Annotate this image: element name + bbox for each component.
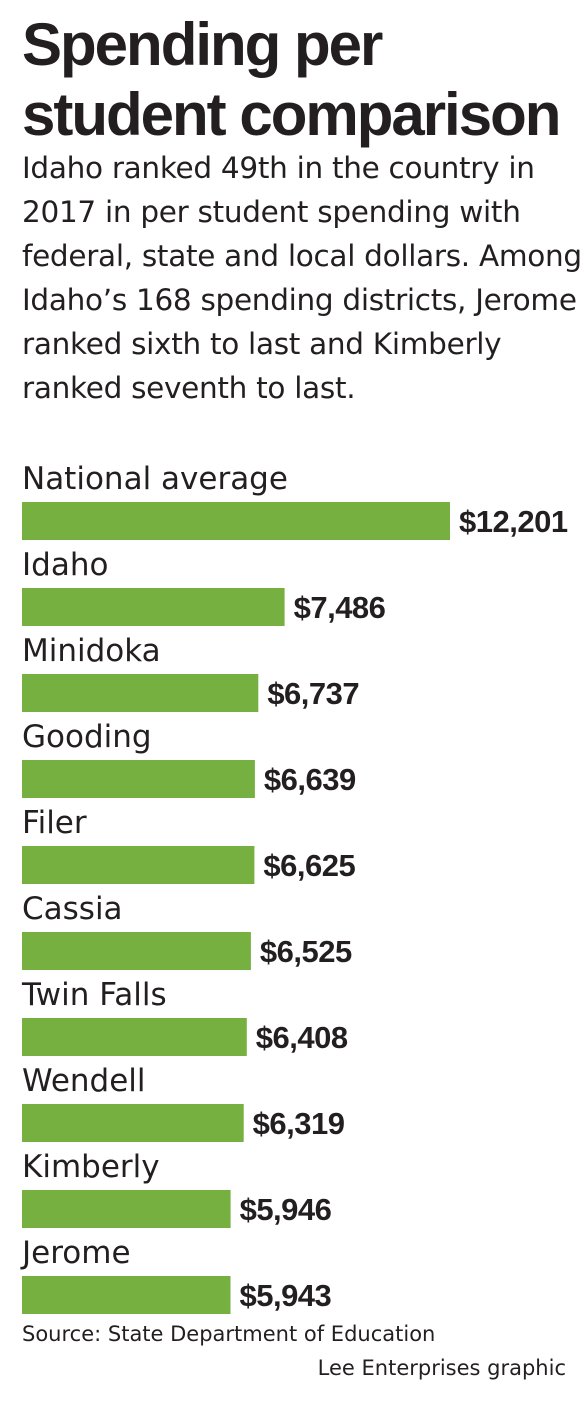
value-label-national-average: $12,201	[459, 504, 568, 539]
category-label-twin-falls: Twin Falls	[21, 977, 167, 1013]
category-label-gooding: Gooding	[22, 719, 152, 755]
bar-filer	[22, 846, 255, 884]
category-label-wendell: Wendell	[22, 1063, 146, 1099]
bar-wendell	[22, 1104, 244, 1142]
bar-minidoka	[22, 674, 259, 712]
value-label-idaho: $7,486	[294, 590, 386, 625]
category-label-minidoka: Minidoka	[22, 633, 161, 669]
bar-twin-falls	[22, 1018, 247, 1056]
bar-idaho	[22, 588, 285, 626]
value-label-wendell: $6,319	[253, 1106, 345, 1141]
value-label-twin-falls: $6,408	[256, 1020, 348, 1055]
graphic-credit: Lee Enterprises graphic	[317, 1356, 566, 1380]
category-label-idaho: Idaho	[22, 547, 108, 583]
value-label-filer: $6,625	[263, 848, 355, 883]
category-label-national-average: National average	[22, 461, 288, 497]
value-label-minidoka: $6,737	[267, 676, 359, 711]
chart-subtitle: Idaho ranked 49th in the country in 2017…	[22, 151, 582, 405]
value-label-gooding: $6,639	[264, 762, 356, 797]
bar-jerome	[22, 1276, 231, 1314]
value-label-kimberly: $5,946	[240, 1192, 332, 1227]
category-label-kimberly: Kimberly	[22, 1149, 160, 1185]
value-label-cassia: $6,525	[260, 934, 352, 969]
bar-kimberly	[22, 1190, 231, 1228]
category-label-cassia: Cassia	[22, 891, 123, 927]
source-note: Source: State Department of Education	[22, 1322, 436, 1346]
chart-title: Spending per student comparison	[22, 11, 561, 148]
bar-gooding	[22, 760, 255, 798]
bar-cassia	[22, 932, 251, 970]
value-label-jerome: $5,943	[239, 1278, 331, 1313]
category-label-filer: Filer	[22, 805, 87, 841]
category-label-jerome: Jerome	[20, 1235, 131, 1271]
bar-national-average	[22, 502, 450, 540]
